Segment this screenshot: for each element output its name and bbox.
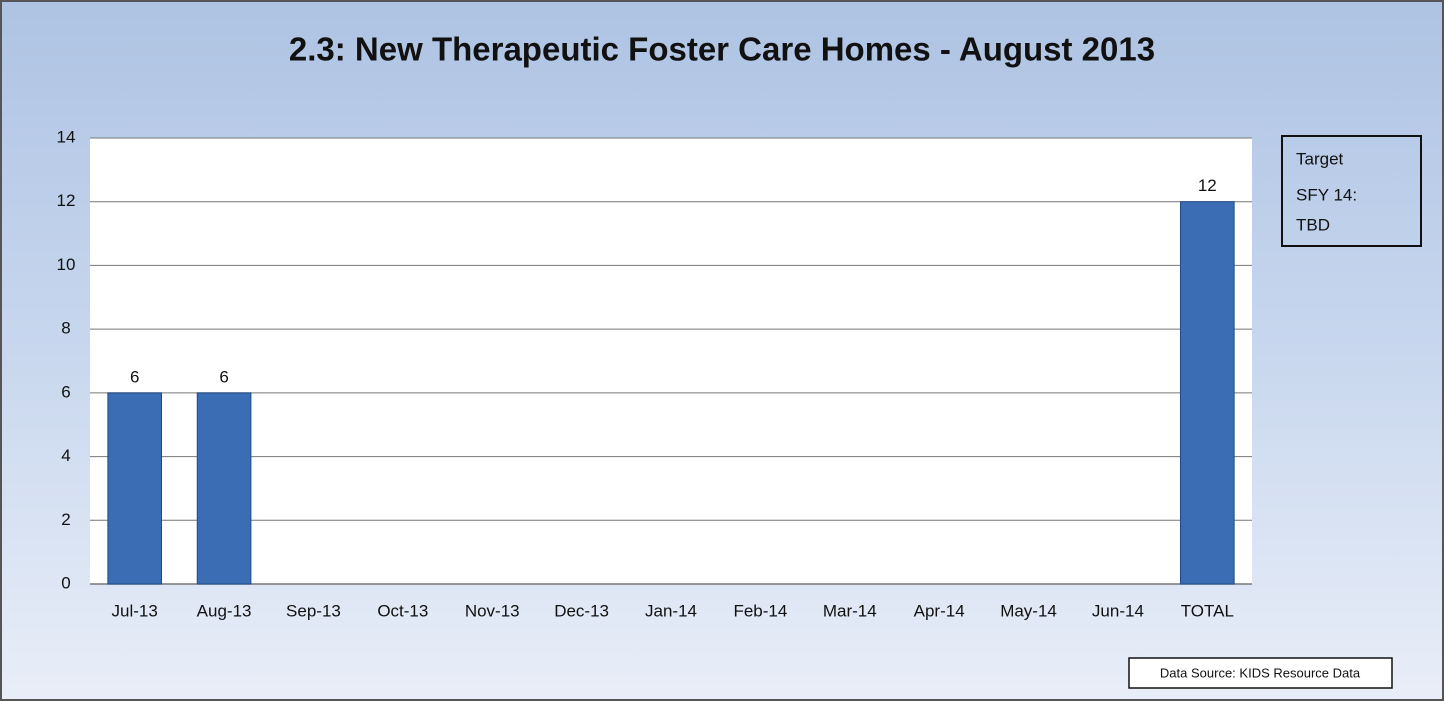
bar — [107, 392, 163, 585]
x-tick-label: Jun-14 — [1092, 601, 1144, 620]
x-tick-label: TOTAL — [1181, 601, 1234, 620]
x-tick-label: Jul-13 — [112, 601, 158, 620]
source-box — [1128, 657, 1393, 689]
y-tick-label: 4 — [61, 446, 70, 465]
y-tick-label: 6 — [61, 382, 70, 401]
bar — [196, 392, 252, 585]
x-tick-label: Feb-14 — [733, 601, 787, 620]
source: Data Source: KIDS Resource Data — [1160, 665, 1361, 680]
x-tick-label: May-14 — [1000, 601, 1057, 620]
data-label: 6 — [130, 367, 139, 386]
y-tick-label: 12 — [57, 191, 76, 210]
target-box — [1281, 135, 1422, 247]
y-tick-label: 14 — [57, 127, 76, 146]
x-tick-label: Apr-14 — [914, 601, 965, 620]
bar — [1179, 201, 1235, 585]
x-tick-label: Sep-13 — [286, 601, 341, 620]
x-tick-label: Jan-14 — [645, 601, 697, 620]
x-tick-label: Dec-13 — [554, 601, 609, 620]
chart-title: 2.3: New Therapeutic Foster Care Homes -… — [289, 31, 1155, 68]
x-tick-label: Aug-13 — [197, 601, 252, 620]
plot-area — [90, 138, 1252, 584]
annotation: Target — [1296, 149, 1344, 168]
x-tick-label: Nov-13 — [465, 601, 520, 620]
x-tick-label: Oct-13 — [377, 601, 428, 620]
y-tick-label: 10 — [57, 255, 76, 274]
y-tick-label: 8 — [61, 319, 70, 338]
annotation: SFY 14: — [1296, 185, 1357, 204]
data-label: 12 — [1198, 176, 1217, 195]
annotation: TBD — [1296, 215, 1330, 234]
data-label: 6 — [219, 367, 228, 386]
y-tick-label: 0 — [61, 573, 70, 592]
y-tick-label: 2 — [61, 510, 70, 529]
x-tick-label: Mar-14 — [823, 601, 877, 620]
